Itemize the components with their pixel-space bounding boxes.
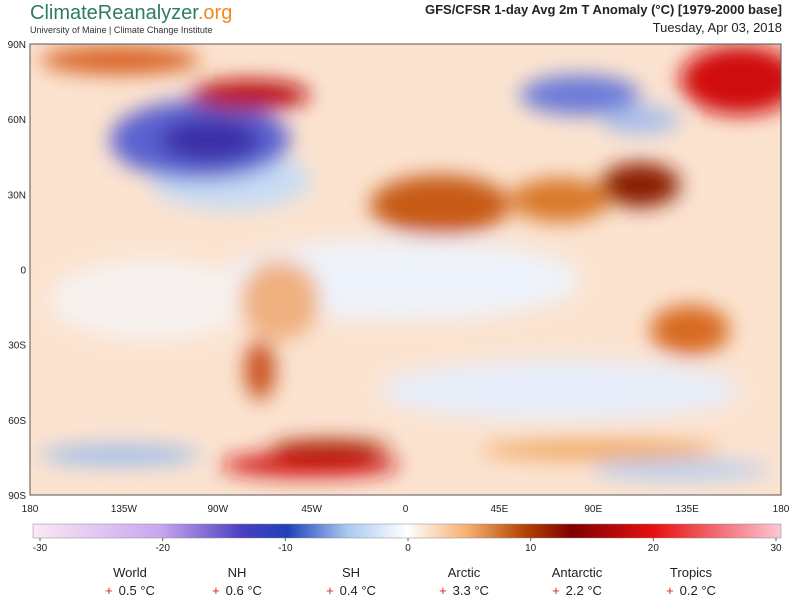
region-stat: Tropics +0.2 °C bbox=[636, 565, 746, 598]
region-name: Arctic bbox=[447, 565, 481, 580]
anomaly-field bbox=[30, 44, 781, 495]
lon-label: 0 bbox=[403, 504, 409, 515]
logo-main[interactable]: ClimateReanalyzer bbox=[30, 2, 198, 24]
colorbar-label: -10 bbox=[278, 543, 293, 554]
logo-suffix[interactable]: .org bbox=[197, 2, 233, 24]
lon-label: 90W bbox=[207, 504, 228, 515]
anomaly-sign: + bbox=[326, 583, 334, 598]
map-date: Tuesday, Apr 03, 2018 bbox=[652, 20, 782, 35]
lat-label: 60S bbox=[8, 416, 26, 427]
lon-label: 180 bbox=[773, 504, 790, 515]
region-stat: Arctic +3.3 °C bbox=[409, 565, 519, 598]
region-stat: World +0.5 °C bbox=[75, 565, 185, 598]
lon-label: 90E bbox=[584, 504, 602, 515]
region-name: Antarctic bbox=[551, 565, 603, 580]
lon-label: 180 bbox=[22, 504, 39, 515]
colorbar-label: -20 bbox=[155, 543, 170, 554]
colorbar-label: 20 bbox=[648, 543, 660, 554]
lat-label: 0 bbox=[20, 266, 26, 277]
region-stat: SH +0.4 °C bbox=[296, 565, 406, 598]
colorbar-label: -30 bbox=[33, 543, 48, 554]
lon-label: 135E bbox=[675, 504, 699, 515]
anomaly-value: 3.3 °C bbox=[452, 583, 489, 598]
lat-label: 30N bbox=[8, 190, 26, 201]
institution: University of Maine | Climate Change Ins… bbox=[30, 25, 213, 35]
anomaly-sign: + bbox=[552, 583, 560, 598]
colorbar-label: 10 bbox=[525, 543, 537, 554]
region-stat: Antarctic +2.2 °C bbox=[522, 565, 632, 598]
map-title: GFS/CFSR 1-day Avg 2m T Anomaly (°C) [19… bbox=[424, 2, 782, 17]
lon-label: 45E bbox=[490, 504, 508, 515]
lon-label: 135W bbox=[111, 504, 138, 515]
colorbar bbox=[32, 523, 782, 539]
region-name: World bbox=[113, 565, 147, 580]
anomaly-sign: + bbox=[212, 583, 220, 598]
lat-label: 60N bbox=[8, 115, 26, 126]
anomaly-value: 0.5 °C bbox=[118, 583, 155, 598]
region-name: NH bbox=[227, 565, 247, 580]
map-frame bbox=[29, 43, 782, 496]
lon-label: 45W bbox=[301, 504, 322, 515]
anomaly-sign: + bbox=[439, 583, 447, 598]
anomaly-value: 0.6 °C bbox=[225, 583, 262, 598]
anomaly-value: 0.2 °C bbox=[679, 583, 716, 598]
region-name: Tropics bbox=[669, 565, 713, 580]
anomaly-value: 2.2 °C bbox=[565, 583, 602, 598]
region-name: SH bbox=[341, 565, 361, 580]
lat-label: 30S bbox=[8, 341, 26, 352]
logo[interactable]: ClimateReanalyzer.org bbox=[30, 2, 232, 25]
map-figure: 90N 60N 30N 0 30S 60S 90S 180 135W 90W 45W 0 45E 90E 1… bbox=[8, 40, 790, 554]
anomaly-sign: + bbox=[105, 583, 113, 598]
lat-label: 90S bbox=[8, 491, 26, 502]
region-stat: NH +0.6 °C bbox=[182, 565, 292, 598]
colorbar-label: 30 bbox=[770, 543, 782, 554]
colorbar-label: 0 bbox=[405, 543, 411, 554]
anomaly-value: 0.4 °C bbox=[339, 583, 376, 598]
lat-label: 90N bbox=[8, 40, 26, 51]
anomaly-sign: + bbox=[666, 583, 674, 598]
